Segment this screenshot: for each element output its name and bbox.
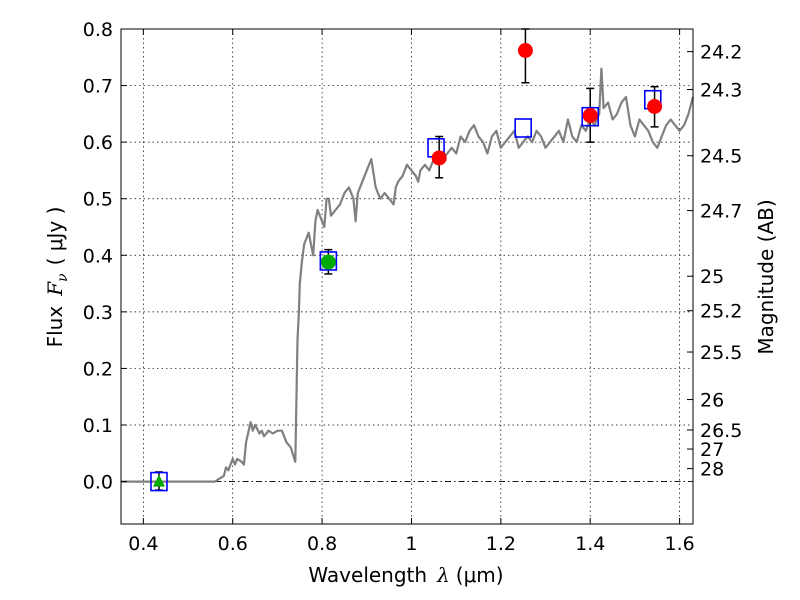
x-tick-label: 1 [405, 533, 417, 555]
tick-labels: 0.4 0.6 0.8 1 1.2 1.4 1.6 0.0 0.1 0.2 0.3 0.4 0.5 0.6… [83, 19, 743, 555]
y2-tick-label: 24.5 [700, 146, 742, 168]
y-tick-label: 0.2 [83, 358, 113, 380]
y2-tick-label: 24.7 [700, 201, 742, 223]
x-tick-label: 1.6 [664, 533, 694, 555]
y-tick-label: 0.8 [83, 19, 113, 41]
sed-model-line [121, 67, 695, 483]
y-tick-label: 0.7 [83, 76, 113, 98]
y-tick-label: 0.6 [83, 132, 113, 154]
model-photometry-square [581, 106, 600, 127]
y2-tick-label: 25.5 [700, 342, 742, 364]
sed-line-series [121, 67, 695, 483]
y-tick-label: 0.5 [83, 189, 113, 211]
x-tick-label: 0.6 [218, 533, 248, 555]
markers [150, 42, 663, 492]
y2-tick-label: 24.3 [700, 80, 742, 102]
y2-tick-label: 25 [700, 266, 724, 288]
model-photometry-square [319, 251, 338, 271]
detection-point [582, 108, 598, 124]
y-tick-label: 0.1 [83, 415, 113, 437]
detection-point [431, 150, 447, 166]
ground-detection-point [320, 254, 336, 270]
y2-tick-label: 28 [700, 459, 724, 481]
y2-tick-label: 27 [700, 439, 724, 461]
y-axis-label: FluxFν( μJy ) [43, 207, 71, 348]
upper-limit-triangle [152, 474, 165, 487]
model-photometry-square [514, 118, 532, 138]
detection-point [647, 99, 663, 115]
x-tick-label: 1.4 [575, 533, 605, 555]
x-tick-label: 1.2 [486, 533, 516, 555]
y-tick-label: 0.3 [83, 302, 113, 324]
model-photometry-square [150, 471, 168, 492]
y-tick-label: 0.4 [83, 245, 113, 267]
x-tick-label: 0.4 [128, 533, 158, 555]
ticks [121, 28, 693, 524]
detection-point [517, 42, 533, 58]
y2-tick-label: 25.2 [700, 301, 742, 323]
grid-lines [121, 28, 693, 524]
y2-tick-label: 26.5 [700, 420, 742, 442]
y2-axis-label: Magnitude (AB) [754, 199, 778, 354]
y2-tick-label: 24.2 [700, 42, 742, 64]
y-tick-label: 0.0 [83, 472, 113, 494]
x-tick-label: 0.8 [307, 533, 337, 555]
x-axis-label: Wavelength λ (μm) [308, 563, 503, 587]
y2-tick-label: 26 [700, 390, 724, 412]
